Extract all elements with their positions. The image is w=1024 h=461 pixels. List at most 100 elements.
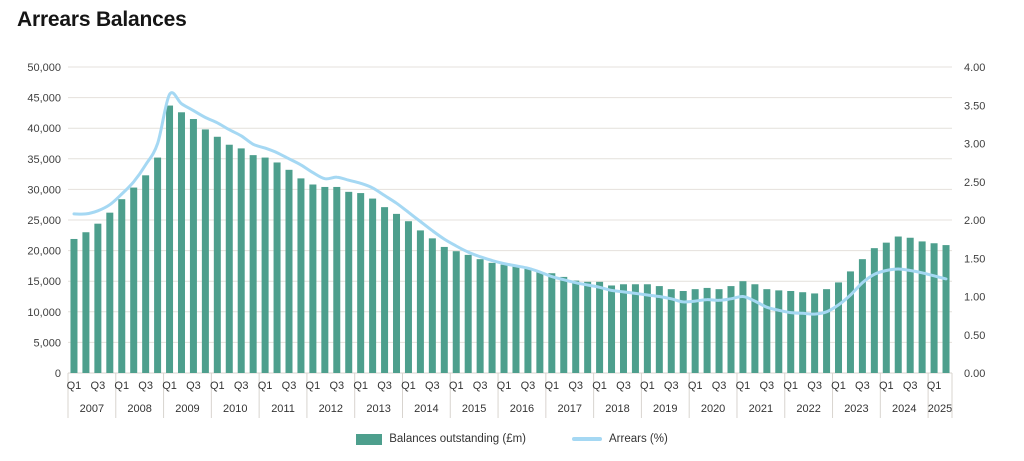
quarter-tick-label: Q3	[664, 380, 679, 392]
year-label: 2008	[127, 403, 151, 415]
balance-bar	[835, 282, 843, 373]
quarter-tick-label: Q1	[831, 380, 846, 392]
quarter-tick-label: Q3	[377, 380, 392, 392]
quarter-tick-label: Q3	[473, 380, 488, 392]
balance-bar	[500, 264, 508, 373]
balance-bar	[906, 237, 914, 373]
balance-bar	[452, 251, 460, 373]
balance-bar	[142, 175, 150, 373]
quarter-tick-label: Q1	[258, 380, 273, 392]
balance-bar	[619, 284, 627, 373]
quarter-tick-label: Q1	[306, 380, 321, 392]
right-axis-tick: 2.50	[964, 177, 985, 189]
year-label: 2015	[462, 403, 486, 415]
balance-bar	[751, 284, 759, 373]
year-label: 2020	[701, 403, 725, 415]
balance-bar	[631, 284, 639, 373]
balance-bar	[548, 273, 556, 373]
quarter-tick-label: Q3	[234, 380, 249, 392]
right-axis-tick: 3.50	[964, 100, 985, 112]
balance-bar	[225, 144, 233, 373]
year-label: 2025	[928, 403, 952, 415]
quarter-tick-label: Q3	[521, 380, 536, 392]
balance-bar	[918, 241, 926, 373]
balance-bar	[345, 191, 353, 373]
quarter-tick-label: Q3	[138, 380, 153, 392]
balance-bar	[596, 281, 604, 373]
quarter-tick-label: Q3	[329, 380, 344, 392]
balance-bar	[94, 223, 102, 373]
balance-bar	[930, 243, 938, 373]
balance-bar	[763, 289, 771, 373]
balance-bar	[201, 129, 209, 373]
balance-bar	[166, 105, 174, 373]
balance-bar	[536, 272, 544, 373]
balance-bar	[154, 157, 162, 373]
balance-bar	[440, 246, 448, 373]
quarter-tick-label: Q1	[449, 380, 464, 392]
balance-bar	[404, 221, 412, 373]
quarter-tick-label: Q1	[353, 380, 368, 392]
balance-bar	[261, 157, 269, 373]
left-axis-tick: 20,000	[27, 246, 61, 258]
left-axis-tick: 30,000	[27, 184, 61, 196]
balance-bar	[381, 207, 389, 373]
quarter-tick-label: Q3	[425, 380, 440, 392]
balance-bar	[512, 265, 520, 373]
left-axis-tick: 25,000	[27, 215, 61, 227]
year-label: 2011	[271, 403, 295, 415]
year-label: 2009	[175, 403, 199, 415]
right-axis-tick: 1.00	[964, 292, 985, 304]
balance-bar	[476, 259, 484, 373]
balance-bar	[727, 286, 735, 373]
right-axis-tick: 0.50	[964, 330, 985, 342]
quarter-tick-label: Q3	[855, 380, 870, 392]
legend-item-balances: Balances outstanding (£m)	[356, 433, 526, 445]
left-axis-tick: 10,000	[27, 307, 61, 319]
balance-bar	[739, 281, 747, 373]
balance-bar	[608, 285, 616, 373]
quarter-tick-label: Q1	[67, 380, 82, 392]
balance-bar	[118, 199, 126, 373]
left-axis-tick: 50,000	[27, 62, 61, 74]
gridlines	[68, 66, 952, 374]
year-label: 2021	[749, 403, 773, 415]
balance-bar	[655, 286, 663, 373]
balance-bar	[715, 289, 723, 373]
balance-bar	[357, 193, 365, 373]
arrears-line	[72, 91, 948, 316]
quarter-tick-label: Q3	[903, 380, 918, 392]
balances-legend-label: Balances outstanding (£m)	[389, 433, 527, 445]
year-label: 2022	[796, 403, 820, 415]
balance-bar	[858, 259, 866, 373]
x-axis: Q1 Q3 2007 Q1 Q3 2008 Q1 Q3 2009 Q1 Q3 2010 Q1 Q3 2011…	[67, 373, 953, 418]
quarter-tick-label: Q1	[688, 380, 703, 392]
balance-bar	[285, 169, 293, 373]
chart-legend: Balances outstanding (£m) Arrears (%)	[0, 433, 1024, 445]
balance-bar	[393, 213, 401, 373]
balance-bar	[691, 289, 699, 373]
balance-bar	[524, 267, 532, 373]
balance-bar	[70, 238, 78, 373]
balance-bar	[667, 289, 675, 373]
balance-bar	[679, 290, 687, 373]
quarter-tick-label: Q1	[401, 380, 416, 392]
quarter-tick-label: Q3	[807, 380, 822, 392]
balance-bar	[333, 186, 341, 373]
right-axis-tick: 0.00	[964, 368, 985, 380]
quarter-tick-label: Q3	[616, 380, 631, 392]
quarter-tick-label: Q1	[736, 380, 751, 392]
balance-bar	[643, 284, 651, 373]
quarter-tick-label: Q1	[640, 380, 655, 392]
axis-tick-labels: 0 5,000 10,000 15,000 20,000 25,000 30,000 35,0…	[27, 62, 985, 380]
left-axis-tick: 35,000	[27, 154, 61, 166]
balance-bar	[106, 212, 114, 373]
balances-bar-series	[70, 105, 950, 374]
balance-bar	[870, 248, 878, 373]
balance-bar	[297, 178, 305, 373]
balance-bar	[894, 236, 902, 373]
balance-bar	[273, 162, 281, 373]
balance-bar	[775, 290, 783, 373]
quarter-tick-label: Q1	[114, 380, 129, 392]
